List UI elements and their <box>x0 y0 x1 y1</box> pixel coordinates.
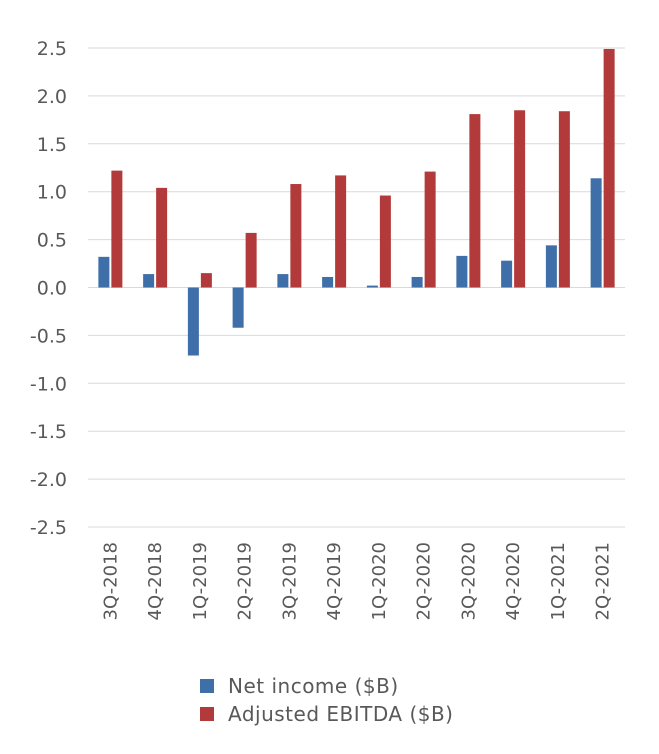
bar-net-income <box>411 276 423 288</box>
legend-item-adjusted-ebitda: Adjusted EBITDA ($B) <box>200 700 454 728</box>
bar-adjusted-ebitda <box>111 170 123 288</box>
y-tick-label: -2.5 <box>30 517 67 539</box>
legend-item-net-income: Net income ($B) <box>200 672 454 700</box>
y-tick-label: -1.0 <box>30 373 67 395</box>
bar-adjusted-ebitda <box>290 184 302 288</box>
bar-net-income <box>501 260 513 288</box>
bar-net-income <box>143 274 155 288</box>
bar-net-income <box>456 255 468 288</box>
bar-adjusted-ebitda <box>335 175 347 288</box>
y-tick-label: 2.0 <box>37 86 67 108</box>
bar-adjusted-ebitda <box>514 110 526 288</box>
bar-adjusted-ebitda <box>424 171 436 288</box>
x-tick-label: 1Q-2019 <box>190 542 211 620</box>
x-tick-label: 3Q-2019 <box>279 542 300 620</box>
y-tick-label: 0.0 <box>37 278 67 300</box>
bar-adjusted-ebitda <box>603 48 615 288</box>
legend-label-net-income: Net income ($B) <box>228 674 399 698</box>
x-tick-label: 2Q-2021 <box>593 542 614 620</box>
bar-net-income <box>366 285 378 288</box>
x-tick-label: 1Q-2020 <box>369 542 390 620</box>
bar-net-income <box>187 287 199 356</box>
x-tick-label: 2Q-2020 <box>414 542 435 620</box>
x-tick-label: 3Q-2018 <box>100 542 121 620</box>
x-axis-ticks: 3Q-2018 4Q-2018 1Q-2019 2Q-2019 3Q-2019 4Q-20… <box>100 542 613 620</box>
bar-net-income <box>277 274 289 288</box>
bar-adjusted-ebitda <box>156 187 168 288</box>
bar-adjusted-ebitda <box>469 114 481 288</box>
y-tick-label: 2.5 <box>37 38 67 60</box>
bars <box>98 48 615 356</box>
bar-net-income <box>545 245 557 288</box>
legend-label-adjusted-ebitda: Adjusted EBITDA ($B) <box>228 702 454 726</box>
bar-adjusted-ebitda <box>558 111 570 288</box>
gridlines <box>88 47 625 528</box>
bar-net-income <box>98 256 110 288</box>
y-tick-label: -1.5 <box>30 421 67 443</box>
x-tick-label: 2Q-2019 <box>235 542 256 620</box>
x-tick-label: 3Q-2020 <box>458 542 479 620</box>
x-tick-label: 4Q-2019 <box>324 542 345 620</box>
bar-adjusted-ebitda <box>200 273 212 288</box>
legend-swatch-adjusted-ebitda <box>200 707 214 721</box>
x-tick-label: 4Q-2020 <box>503 542 524 620</box>
bar-adjusted-ebitda <box>245 232 257 288</box>
bar-net-income <box>322 276 334 288</box>
bar-adjusted-ebitda <box>379 195 391 288</box>
y-tick-label: 1.5 <box>37 134 67 156</box>
y-tick-label: 0.5 <box>37 230 67 252</box>
legend-swatch-net-income <box>200 679 214 693</box>
legend: Net income ($B) Adjusted EBITDA ($B) <box>200 672 454 728</box>
y-tick-label: -0.5 <box>30 325 67 347</box>
x-tick-label: 1Q-2021 <box>548 542 569 620</box>
y-axis-ticks: 2.5 2.0 1.5 1.0 0.5 0.0 -0.5 -1.0 -1.5 -2.0 -2.5 <box>30 38 67 539</box>
bar-net-income <box>232 287 244 328</box>
y-tick-label: 1.0 <box>37 182 67 204</box>
bar-net-income <box>590 178 602 288</box>
x-tick-label: 4Q-2018 <box>145 542 166 620</box>
y-tick-label: -2.0 <box>30 469 67 491</box>
